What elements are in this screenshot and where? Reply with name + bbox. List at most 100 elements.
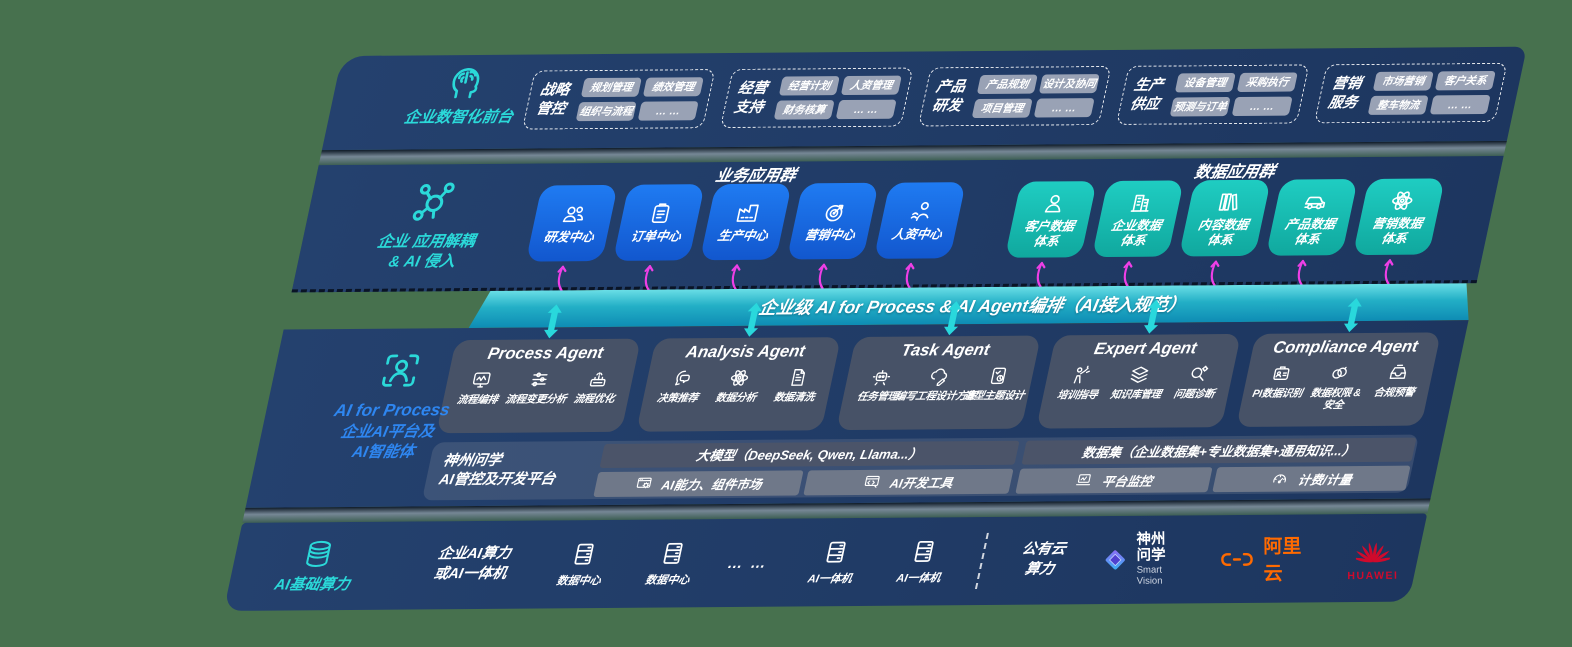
capability-label: 数据权限 & 安全 (1309, 388, 1362, 412)
data-app-card: 营销数据 体系 (1352, 178, 1445, 285)
ai-platform-bar: 神州问学 AI管控及开发平台 大模型（DeepSeek, Qwen, Llama.… (421, 434, 1420, 501)
section-divider (975, 532, 990, 590)
flow-arrow-icon (896, 261, 920, 289)
agent-items: 任务管理 编写工程设计方案 造型主题设计 (842, 360, 1036, 404)
agent-capability: 问题诊断 (1164, 363, 1230, 401)
capability-label: 任务管理 (855, 391, 899, 403)
node-label: 数据中心 (555, 574, 602, 588)
capability-label: 流程优化 (572, 393, 616, 406)
server-icon (567, 540, 601, 568)
capability-chip: … … (835, 99, 897, 120)
agent-capability: 编写工程设计方案 (894, 365, 977, 403)
platform-chip: 计费/计量 (1212, 465, 1411, 492)
vendor-name: 阿里云 (1262, 536, 1302, 585)
business-app-card: 研发中心 (525, 184, 618, 292)
group-chips: 设备管理 采购执行 预测与订单… … (1169, 72, 1298, 117)
capability-chip: 客户关系 (1434, 70, 1496, 91)
agent-card: Process Agent 流程编排 流程变更分析 流程优化 (436, 304, 642, 434)
platform-chip: AI能力、组件市场 (593, 469, 804, 497)
agent-layer-label-2: 企业AI平台及 AI智能体 (339, 423, 436, 462)
front-office-group: 产品 研发 产品规划 设计及协同 项目管理… … (917, 65, 1112, 127)
platform-monitor-icon (1074, 471, 1096, 489)
capability-chip: 经营计划 (778, 76, 840, 96)
server-icon (907, 537, 941, 565)
agent-capability: 知识库管理 (1105, 363, 1171, 401)
app-label: 订单中心 (629, 229, 683, 245)
capability-chip: 绩效管理 (642, 77, 704, 97)
app-layer-rail: 企业 应用解耦 & AI 侵入 (332, 178, 528, 274)
agent-layer-label-1: AI for Process (332, 400, 452, 421)
layer-agents-platform: AI for Process 企业AI平台及 AI智能体 Process Age… (245, 298, 1469, 508)
agent-capability: 数据分析 (705, 367, 771, 405)
hr-people-icon (906, 199, 938, 225)
factory-icon (732, 200, 764, 226)
dataset-bar-column: 数据集（企业数据集+专业数据集+通用知识...） 平台监控 计费/计量 (1014, 437, 1417, 494)
agent-card: Expert Agent 培训指导 知识库管理 问题诊断 (1036, 299, 1242, 429)
product-car-icon (1299, 188, 1331, 214)
layer-applications: 企业 应用解耦 & AI 侵入 业务应用群 数据应用群 研发中心 订单中心 生产中心… (291, 155, 1504, 293)
agent-cards: Process Agent 流程编排 流程变更分析 流程优化 Analysis Agen… (436, 298, 1442, 434)
agent-capability: 合规预警 (1361, 361, 1429, 411)
agent-capability: PI数据识别 (1244, 362, 1312, 412)
group-chips: 经营计划 人资管理 财务核算… … (773, 75, 902, 120)
node-label: AI一体机 (895, 572, 942, 585)
capability-chip: 整车物流 (1367, 95, 1429, 115)
vendor-name: HUAWEI (1347, 569, 1399, 582)
business-app-row: 研发中心 订单中心 生产中心 营销中心 人资中心 (525, 182, 966, 292)
infra-node: 数据中心 (632, 539, 709, 588)
vendor-logo-smart-vision: 神州问学 Smart Vision (1101, 531, 1177, 587)
app-layer-label: 企业 应用解耦 & AI 侵入 (375, 232, 477, 271)
capability-chip: 人资管理 (840, 75, 902, 96)
decouple-network-icon (405, 178, 463, 226)
public-cloud-label: 公有云 算力 (1020, 541, 1068, 578)
capability-chip: … … (637, 101, 699, 121)
vendor-name: 神州问学 (1136, 531, 1166, 564)
agent-title: Expert Agent (1092, 339, 1199, 359)
capability-chip: … … (1429, 94, 1491, 115)
layer-front-office: 企业数智化前台 战略 管控 规划管理 绩效管理 组织与流程… … 经营 支持 经营计划 人资… (321, 46, 1527, 151)
chip-label: AI能力、组件市场 (660, 477, 764, 493)
app-label: 营销中心 (803, 228, 857, 243)
agent-capability: 数据清洗 (764, 366, 830, 404)
alert-envelope-icon (1385, 362, 1412, 384)
capability-chip: 预测与订单 (1169, 97, 1231, 117)
group-name: 生产 供应 (1128, 77, 1165, 113)
capability-chip: 项目管理 (971, 98, 1033, 119)
chip-label: AI开发工具 (888, 475, 955, 491)
optimize-gear-icon (585, 368, 612, 390)
platform-chip: AI开发工具 (803, 468, 1014, 495)
capability-label: 数据分析 (714, 392, 757, 405)
vendor-logo-huawei: HUAWEI (1347, 534, 1399, 582)
atom-icon (727, 367, 754, 389)
decision-head-icon (668, 367, 695, 389)
linked-rings-icon (1327, 362, 1354, 384)
capability-label: 合规预警 (1372, 387, 1416, 399)
app-label: 生产中心 (716, 228, 770, 244)
billing-gauge-icon (1269, 470, 1291, 488)
agent-layer-rail: AI for Process 企业AI平台及 AI智能体 (291, 348, 495, 464)
compute-db-icon (299, 538, 338, 570)
flow-arrow-icon (1375, 258, 1399, 285)
document-clean-icon (785, 366, 812, 388)
robot-icon (868, 366, 895, 388)
compute-label: 企业AI算力 或AI一体机 (432, 546, 513, 583)
data-app-card: 内容数据 体系 (1178, 179, 1271, 287)
capability-label: 流程变更分析 (504, 394, 568, 406)
team-icon (558, 201, 590, 227)
marketing-atom-icon (1386, 188, 1418, 214)
id-card-icon (1268, 363, 1295, 385)
model-bar-column: 大模型（DeepSeek, Qwen, Llama...） AI能力、组件市场 AI… (593, 440, 1020, 497)
agent-title: Task Agent (899, 340, 992, 360)
infra-rail: AI基础算力 (261, 538, 371, 595)
app-label: 营销数据 体系 (1370, 216, 1424, 246)
ai-scan-person-icon (374, 348, 427, 392)
model-bar-chips: AI能力、组件市场 AI开发工具 (593, 468, 1014, 497)
agent-capability: 任务管理 (847, 366, 913, 404)
capability-chip: 产品规划 (976, 74, 1038, 95)
capability-label: 造型主题设计 (962, 390, 1026, 403)
app-market-icon (633, 475, 655, 493)
group-name: 营销 服务 (1326, 76, 1363, 111)
data-app-card: 客户数据 体系 (1004, 181, 1097, 288)
capability-chip: … … (1033, 98, 1095, 118)
